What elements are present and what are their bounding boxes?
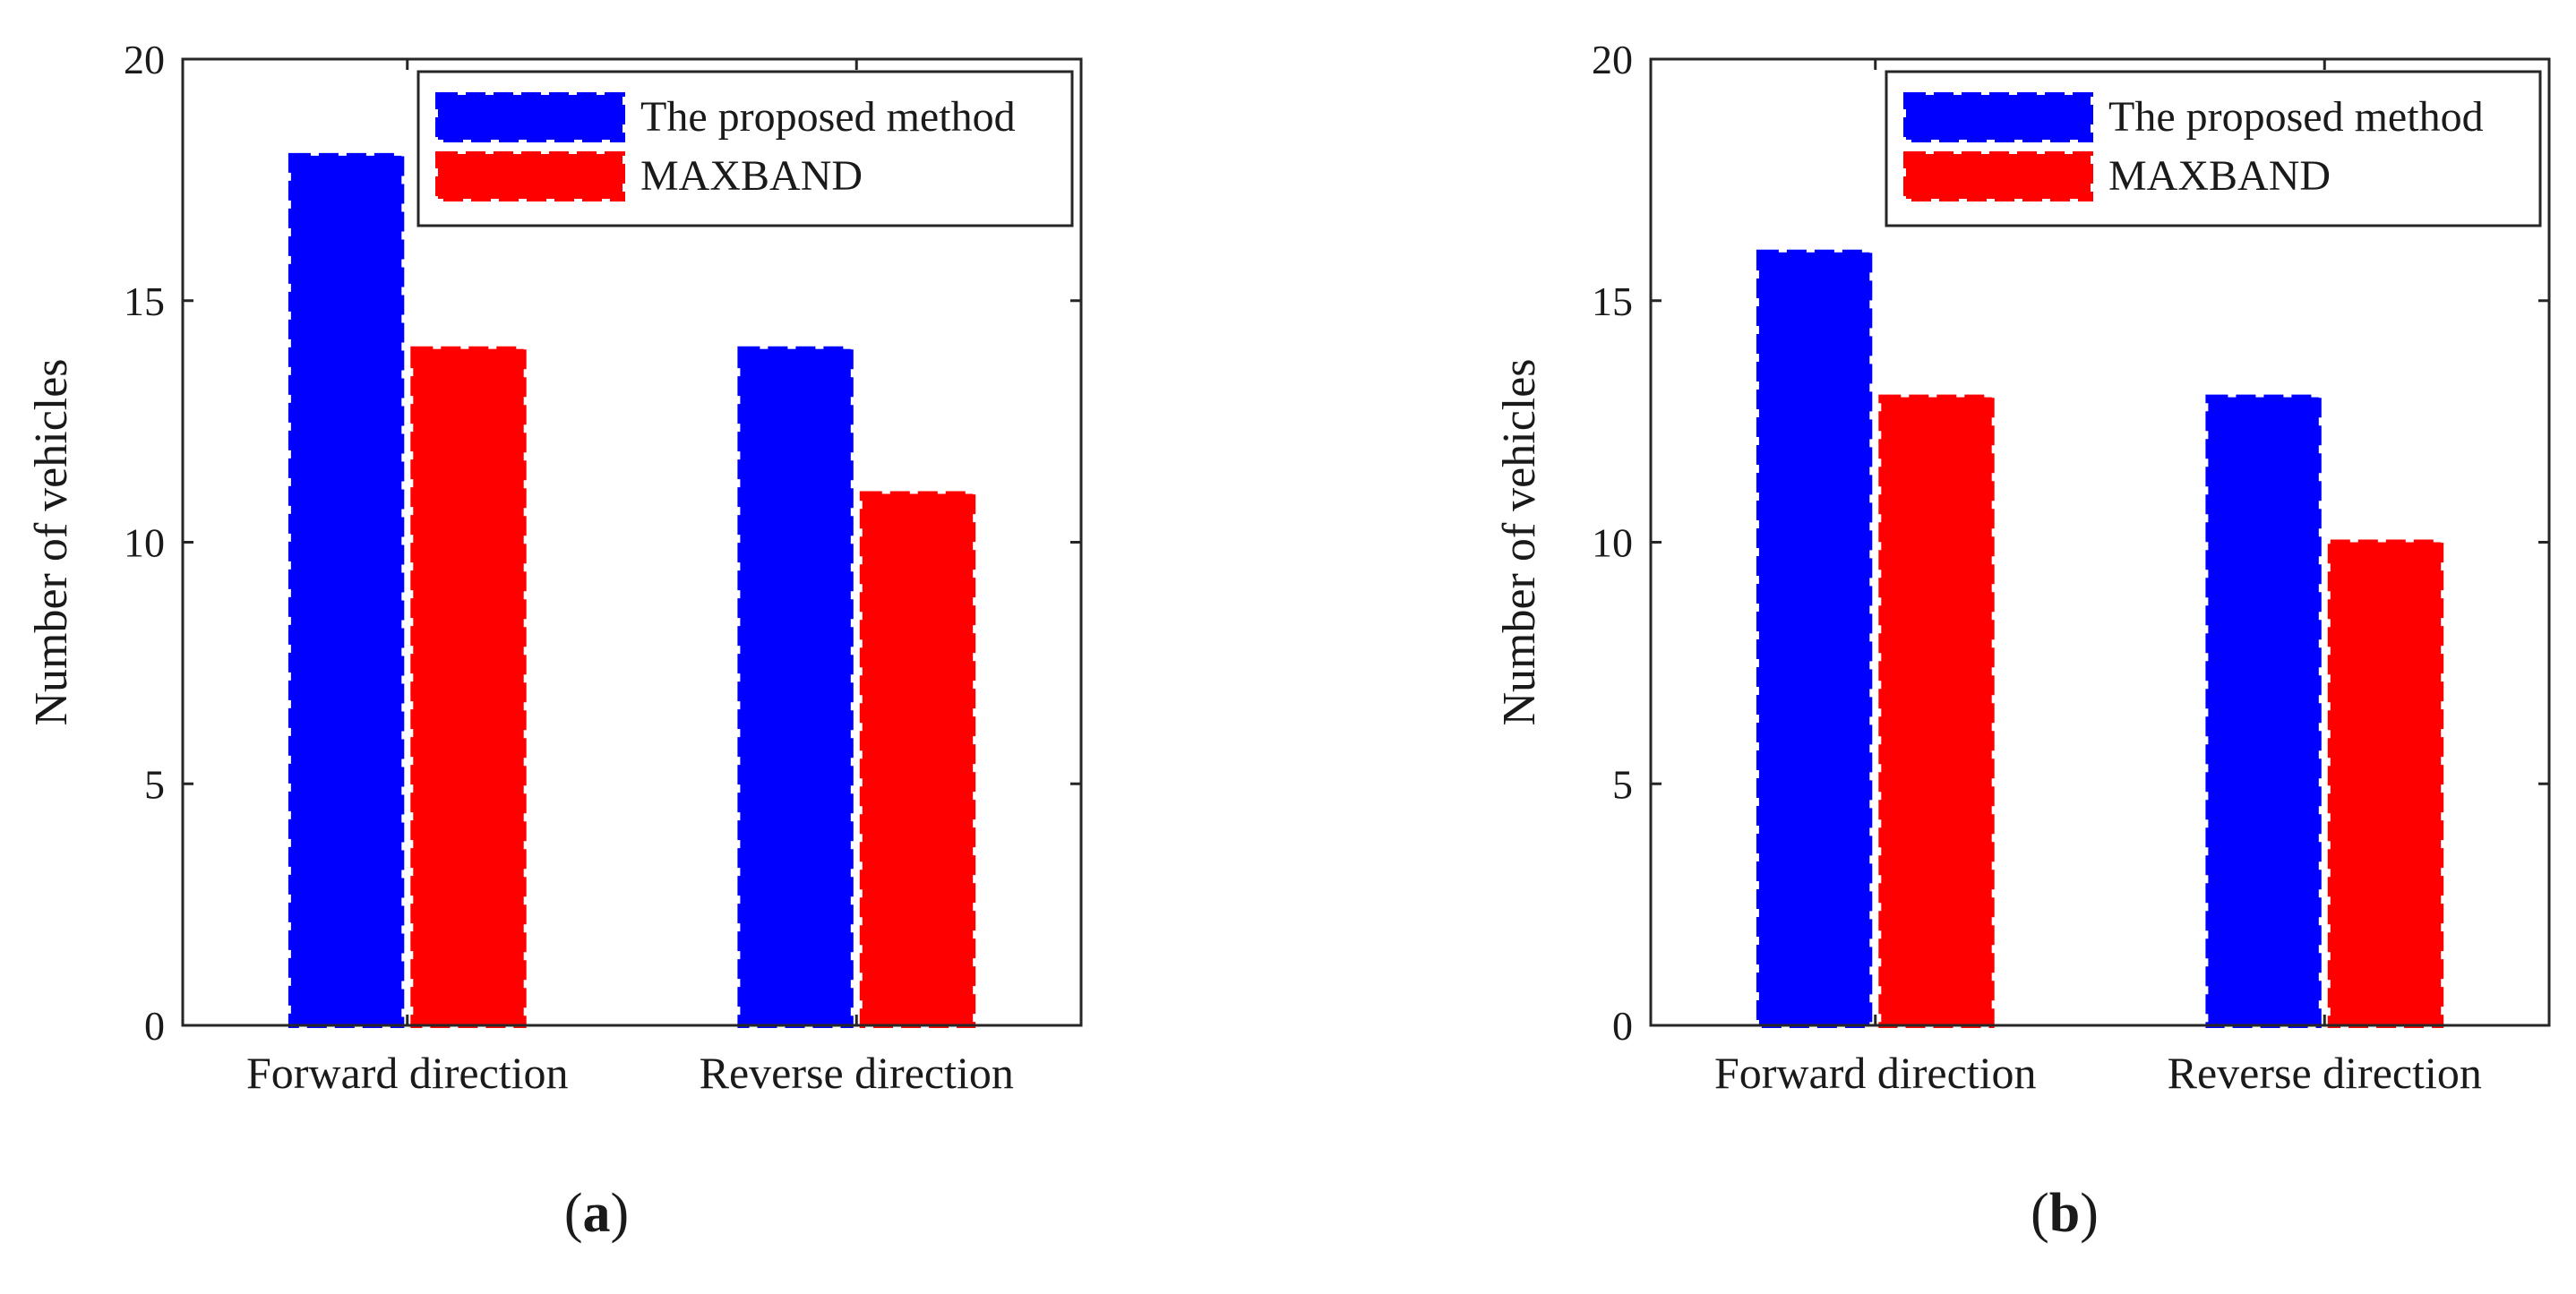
y-tick-label: 10 [1592,520,1633,566]
legend-label-maxband: MAXBAND [640,152,863,200]
bar-maxband-reverse-direction [2327,539,2444,1028]
panel-label: (a) [564,1183,629,1244]
x-tick-label-reverse-direction: Reverse direction [700,1048,1014,1098]
y-tick-label: 20 [124,37,165,82]
y-tick-label: 5 [144,761,165,807]
legend-swatch-maxband [1903,151,2093,201]
legend-label-the-proposed-method: The proposed method [640,93,1016,141]
legend: The proposed method MAXBAND [1885,70,2542,227]
y-tick-label: 15 [1592,279,1633,324]
y-tick-label: 15 [124,279,165,324]
panel-label: (b) [2031,1183,2099,1244]
y-axis-label: Number of vehicles [26,358,77,725]
y-axis-label: Number of vehicles [1494,358,1545,725]
chart-panel-b: 0 5 10 15 20 Forward direction Reverse directi… [1494,37,2551,1244]
x-tick-label-forward-direction: Forward direction [246,1048,569,1098]
legend-swatch-the-proposed-method [435,92,625,142]
legend: The proposed method MAXBAND [416,70,1074,227]
x-tick-label-reverse-direction: Reverse direction [2168,1048,2482,1098]
legend-swatch-the-proposed-method [1903,92,2093,142]
bar-the-proposed-method-reverse-direction [737,346,854,1028]
chart-panel-a: 0 5 10 15 20 Forward direction Reverse directi… [26,37,1083,1244]
legend-swatch-maxband [435,151,625,201]
y-tick-label: 0 [144,1003,165,1049]
legend-label-the-proposed-method: The proposed method [2108,93,2484,141]
bar-maxband-forward-direction [410,346,527,1028]
y-tick-label: 20 [1592,37,1633,82]
bar-the-proposed-method-forward-direction [288,152,405,1028]
bar-the-proposed-method-reverse-direction [2205,394,2322,1029]
x-tick-label-forward-direction: Forward direction [1714,1048,2037,1098]
legend-label-maxband: MAXBAND [2108,152,2331,200]
bar-maxband-forward-direction [1878,394,1995,1029]
y-tick-label: 10 [124,520,165,566]
bar-the-proposed-method-forward-direction [1756,249,1873,1028]
y-tick-label: 5 [1612,761,1633,807]
y-tick-label: 0 [1612,1003,1633,1049]
bar-maxband-reverse-direction [859,491,976,1028]
